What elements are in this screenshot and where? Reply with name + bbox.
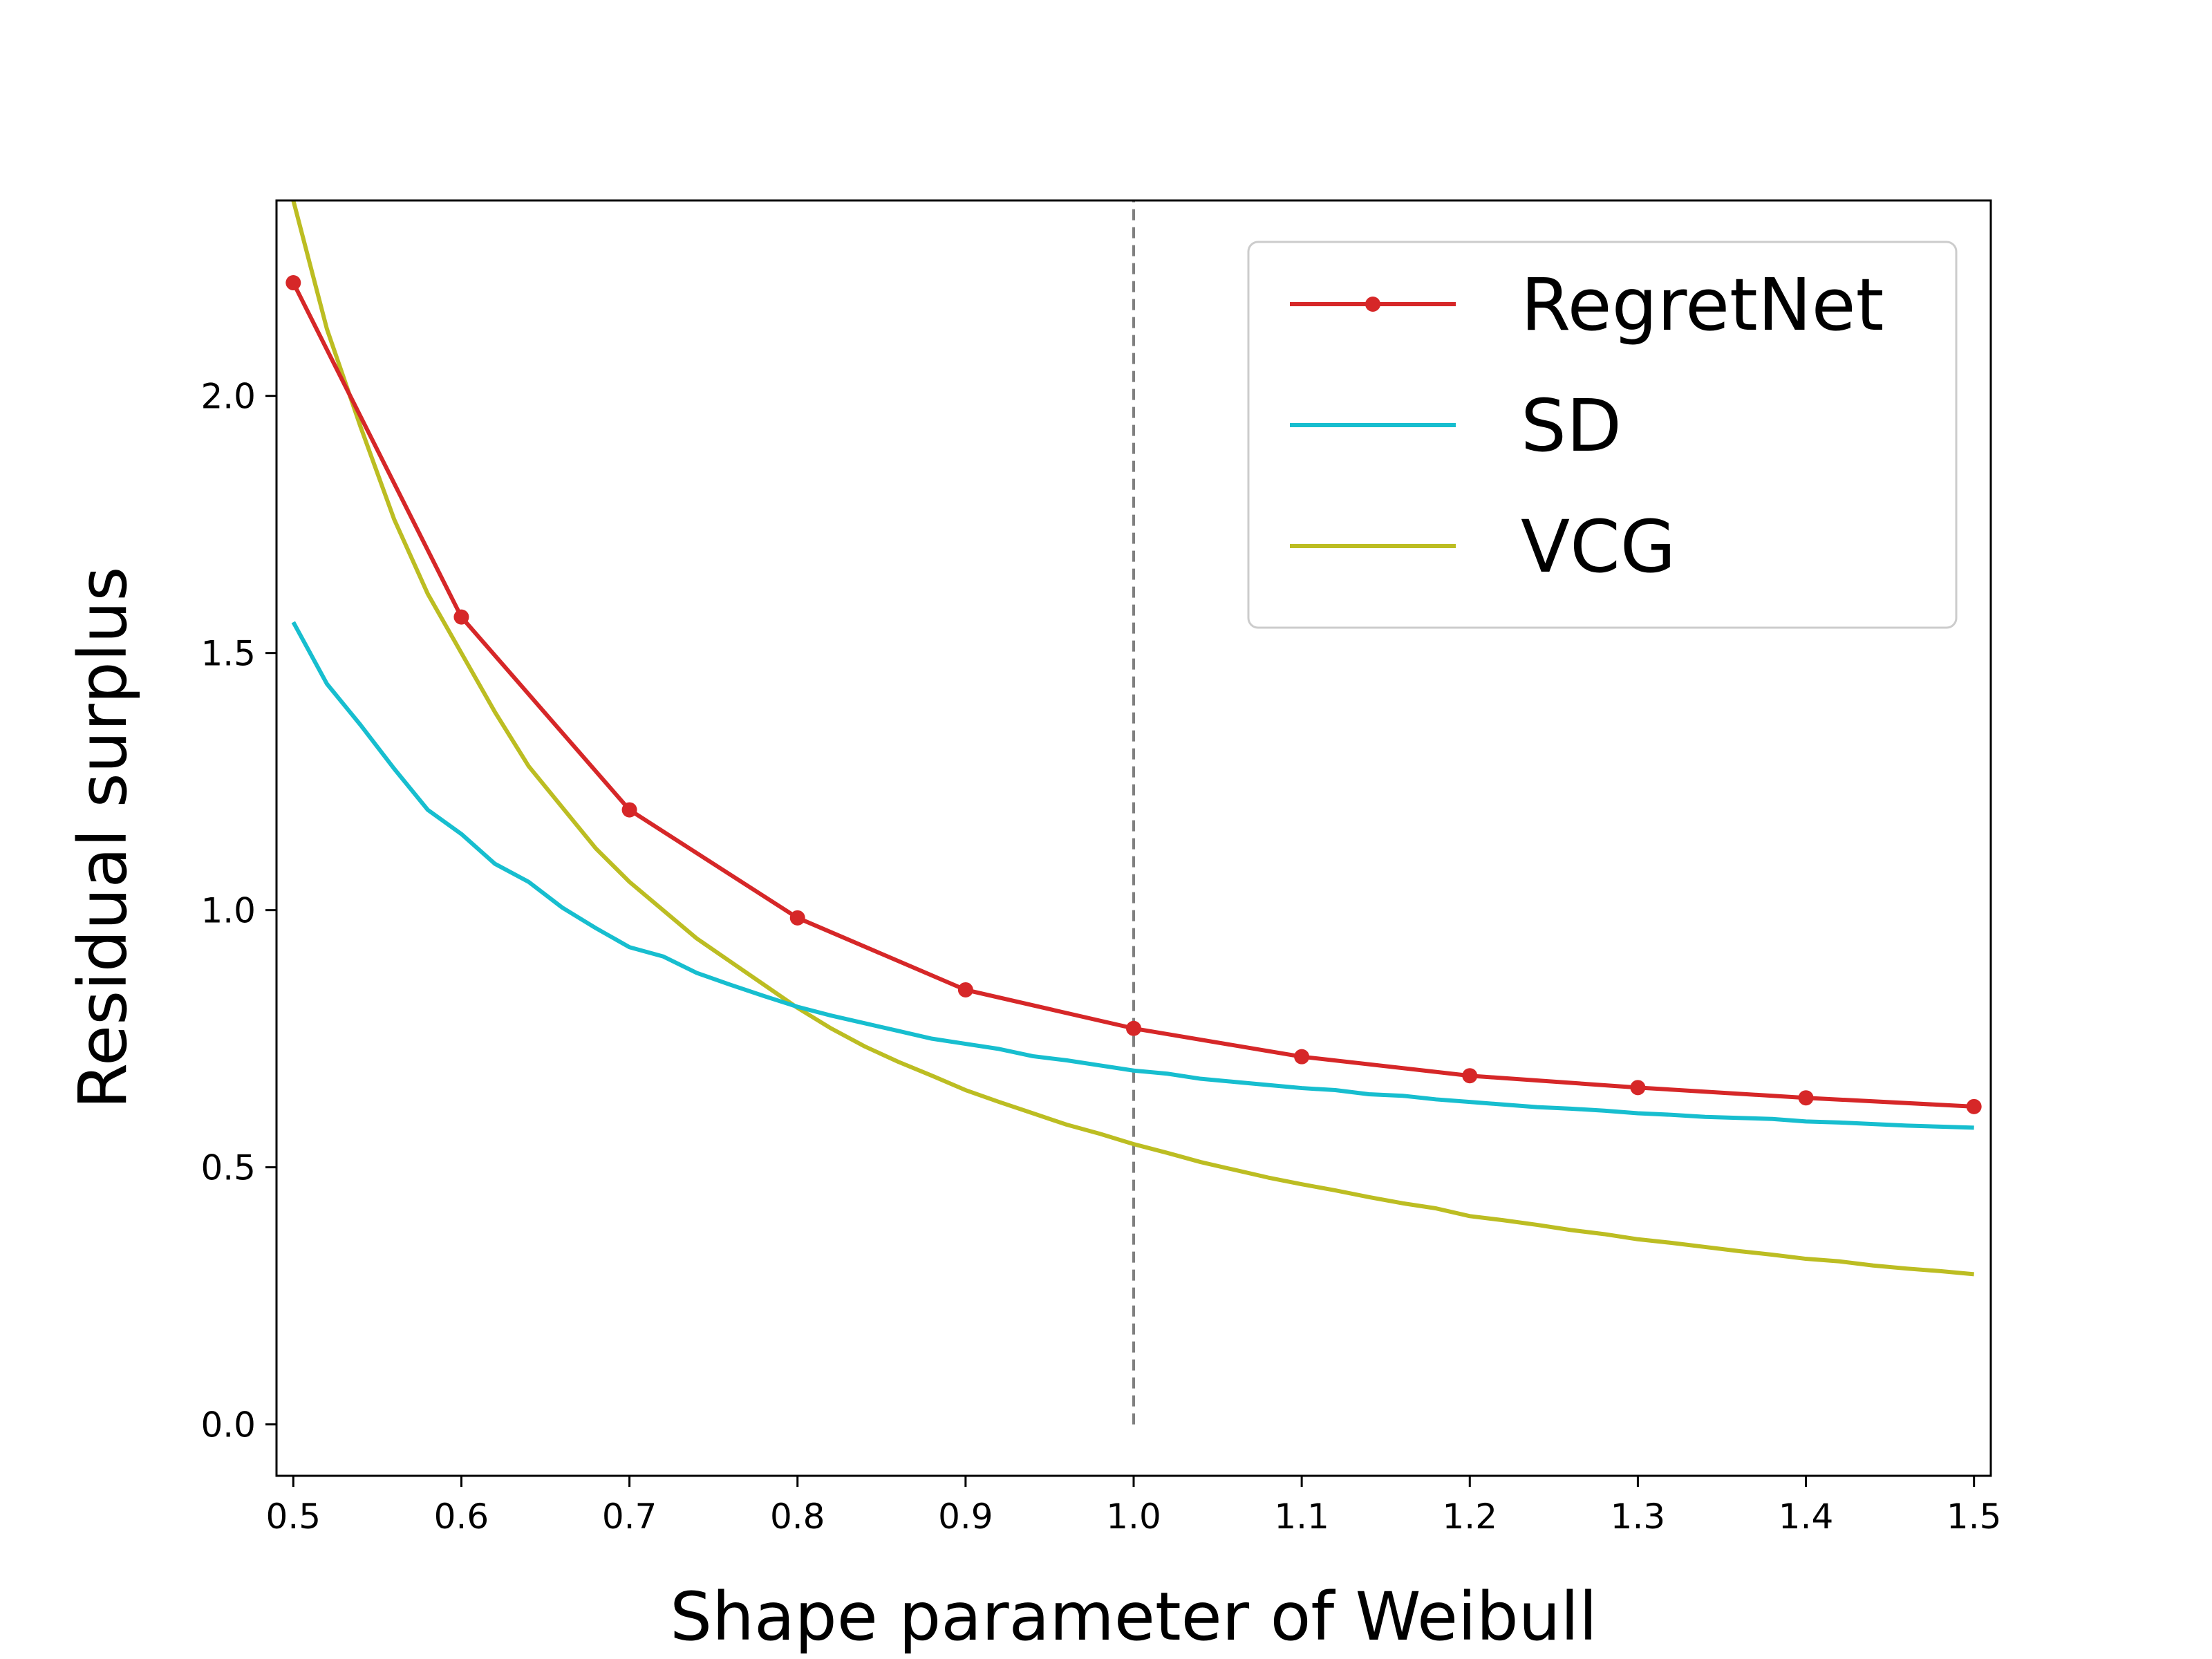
point-regretnet: [285, 275, 301, 291]
x-tick-label: 1.2: [1443, 1497, 1498, 1537]
legend-label-regretnet: RegretNet: [1521, 263, 1884, 347]
point-regretnet: [1294, 1049, 1310, 1065]
x-tick-label: 1.1: [1274, 1497, 1329, 1537]
legend-label-sd: SD: [1521, 384, 1622, 468]
point-regretnet: [1630, 1080, 1646, 1096]
x-axis: 0.5 0.6 0.7 0.8 0.9 1.0 1.1 1.2 1.3 1.4 1.5: [266, 1476, 2002, 1537]
legend-label-vcg: VCG: [1521, 505, 1676, 589]
x-axis-title: Shape parameter of Weibull: [670, 1578, 1597, 1656]
y-tick-label: 0.5: [200, 1148, 256, 1188]
series-line-sd: [291, 621, 1974, 1130]
y-axis-title: Residual surplus: [64, 567, 142, 1109]
x-tick-label: 0.7: [602, 1497, 657, 1537]
y-tick-label: 1.5: [200, 634, 256, 674]
x-tick-label: 1.4: [1779, 1497, 1834, 1537]
point-regretnet: [1462, 1068, 1478, 1084]
series-line-vcg: [291, 200, 1974, 1277]
x-tick-label: 1.0: [1106, 1497, 1161, 1537]
y-tick-label: 1.0: [200, 891, 256, 931]
y-tick-label: 2.0: [200, 377, 256, 417]
plot-area: [285, 200, 1982, 1425]
point-regretnet: [1126, 1020, 1141, 1036]
series-markers: [285, 275, 1982, 1114]
point-regretnet: [1798, 1090, 1814, 1106]
point-regretnet: [621, 802, 637, 818]
x-tick-label: 0.8: [770, 1497, 825, 1537]
x-tick-label: 1.3: [1611, 1497, 1666, 1537]
point-regretnet: [453, 609, 469, 625]
x-tick-label: 0.9: [938, 1497, 993, 1537]
legend-box: [1247, 241, 1958, 629]
y-tick-label: 0.0: [200, 1405, 256, 1445]
point-regretnet: [1966, 1098, 1982, 1114]
legend-marker-regretnet: [1365, 297, 1380, 312]
x-tick-label: 0.6: [434, 1497, 489, 1537]
y-axis: 0.0 0.5 1.0 1.5 2.0: [200, 377, 276, 1445]
x-tick-label: 1.5: [1947, 1497, 2002, 1537]
x-tick-label: 0.5: [266, 1497, 321, 1537]
point-regretnet: [957, 982, 973, 997]
point-regretnet: [789, 910, 805, 926]
legend: RegretNet SD VCG: [1247, 241, 1958, 629]
